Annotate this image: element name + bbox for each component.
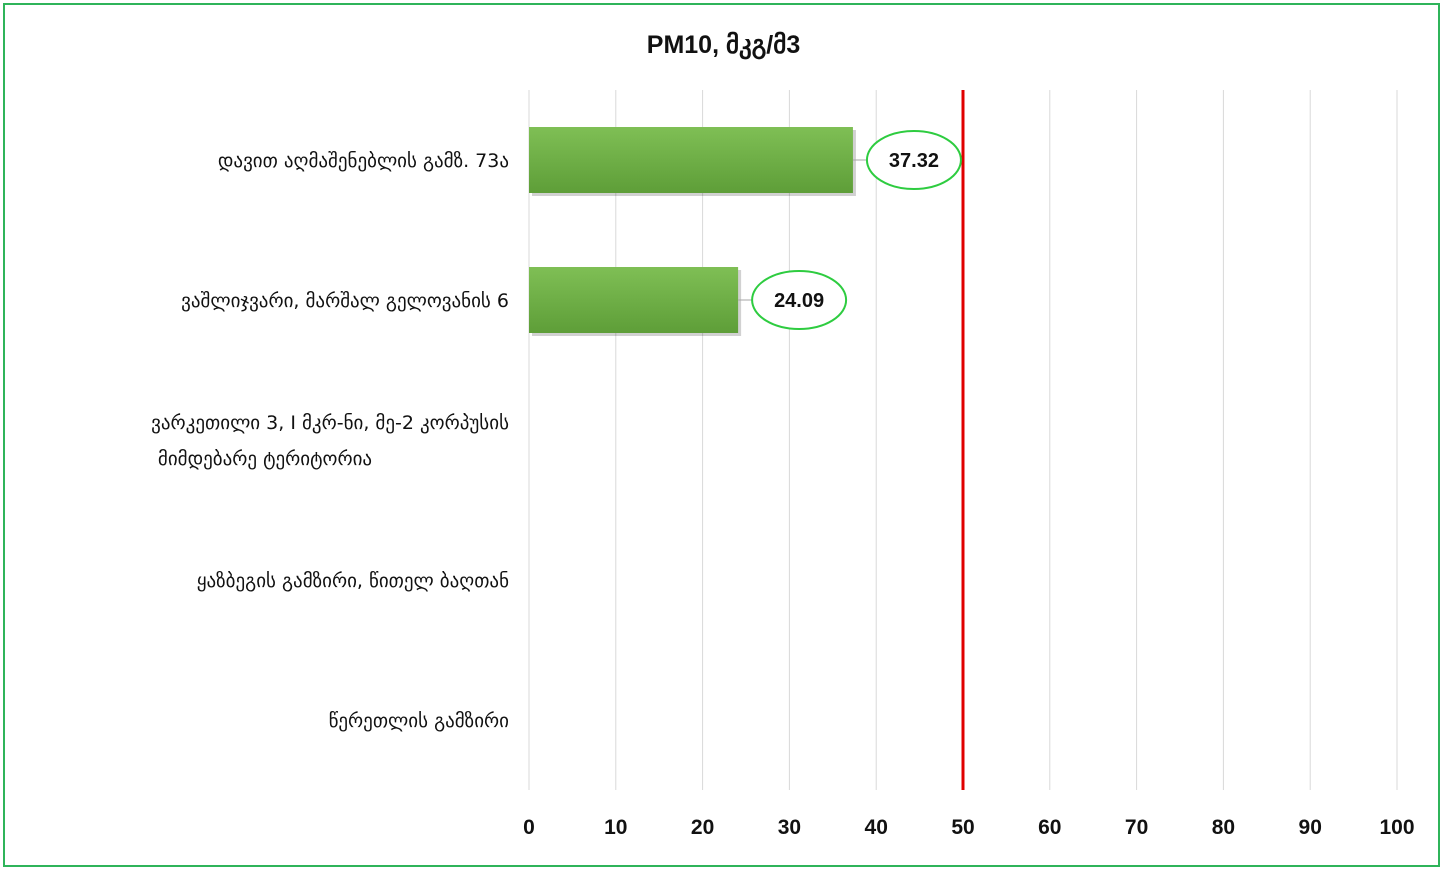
x-tick-label: 40 (865, 816, 888, 839)
category-labels: დავით აღმაშენებლის გამზ. 73ა ვაშლიჯვარი, … (151, 150, 509, 732)
bars (529, 127, 856, 336)
category-label: ვარკეთილი 3, I მკრ-ნი, მე-2 კორპუსის (151, 412, 509, 434)
x-tick-label: 30 (778, 816, 801, 839)
x-tick-label: 50 (951, 816, 974, 839)
category-label: ყაზბეგის გამზირი, წითელ ბაღთან (197, 570, 509, 592)
data-label: 24.09 (774, 290, 824, 312)
data-label-bubble (751, 270, 848, 330)
x-tick-label: 20 (691, 816, 714, 839)
category-label: მიმდებარე ტერიტორია (158, 448, 372, 470)
x-tick-label: 90 (1299, 816, 1322, 839)
category-label: ვაშლიჯვარი, მარშალ გელოვანის 6 (181, 290, 509, 312)
category-label: დავით აღმაშენებლის გამზ. 73ა (218, 150, 509, 172)
data-label-bubble (865, 130, 962, 190)
x-tick-label: 0 (523, 816, 535, 839)
chart-title: PM10, მკგ/მ3 (646, 31, 801, 59)
x-tick-label: 10 (604, 816, 627, 839)
data-labels: 37.32 24.09 (738, 130, 962, 330)
x-tick-labels: 0 10 20 30 40 50 60 70 80 90 100 (523, 816, 1414, 839)
x-tick-label: 70 (1125, 816, 1148, 839)
category-label: წერეთლის გამზირი (329, 710, 509, 732)
x-tick-label: 80 (1212, 816, 1235, 839)
bar (529, 127, 853, 193)
x-tick-label: 100 (1379, 816, 1414, 839)
data-label: 37.32 (889, 150, 939, 172)
bar (529, 267, 739, 333)
x-tick-label: 60 (1038, 816, 1061, 839)
